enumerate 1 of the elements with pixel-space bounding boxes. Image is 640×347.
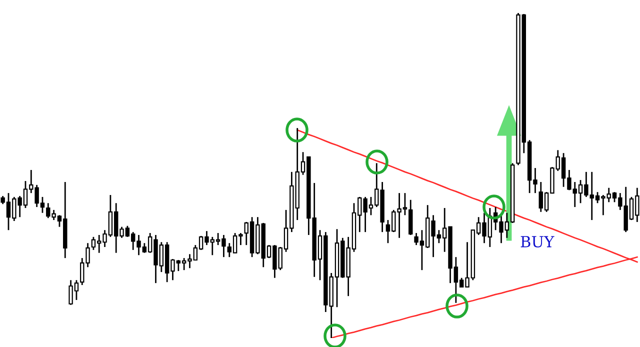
annotation: BUY <box>520 236 554 248</box>
